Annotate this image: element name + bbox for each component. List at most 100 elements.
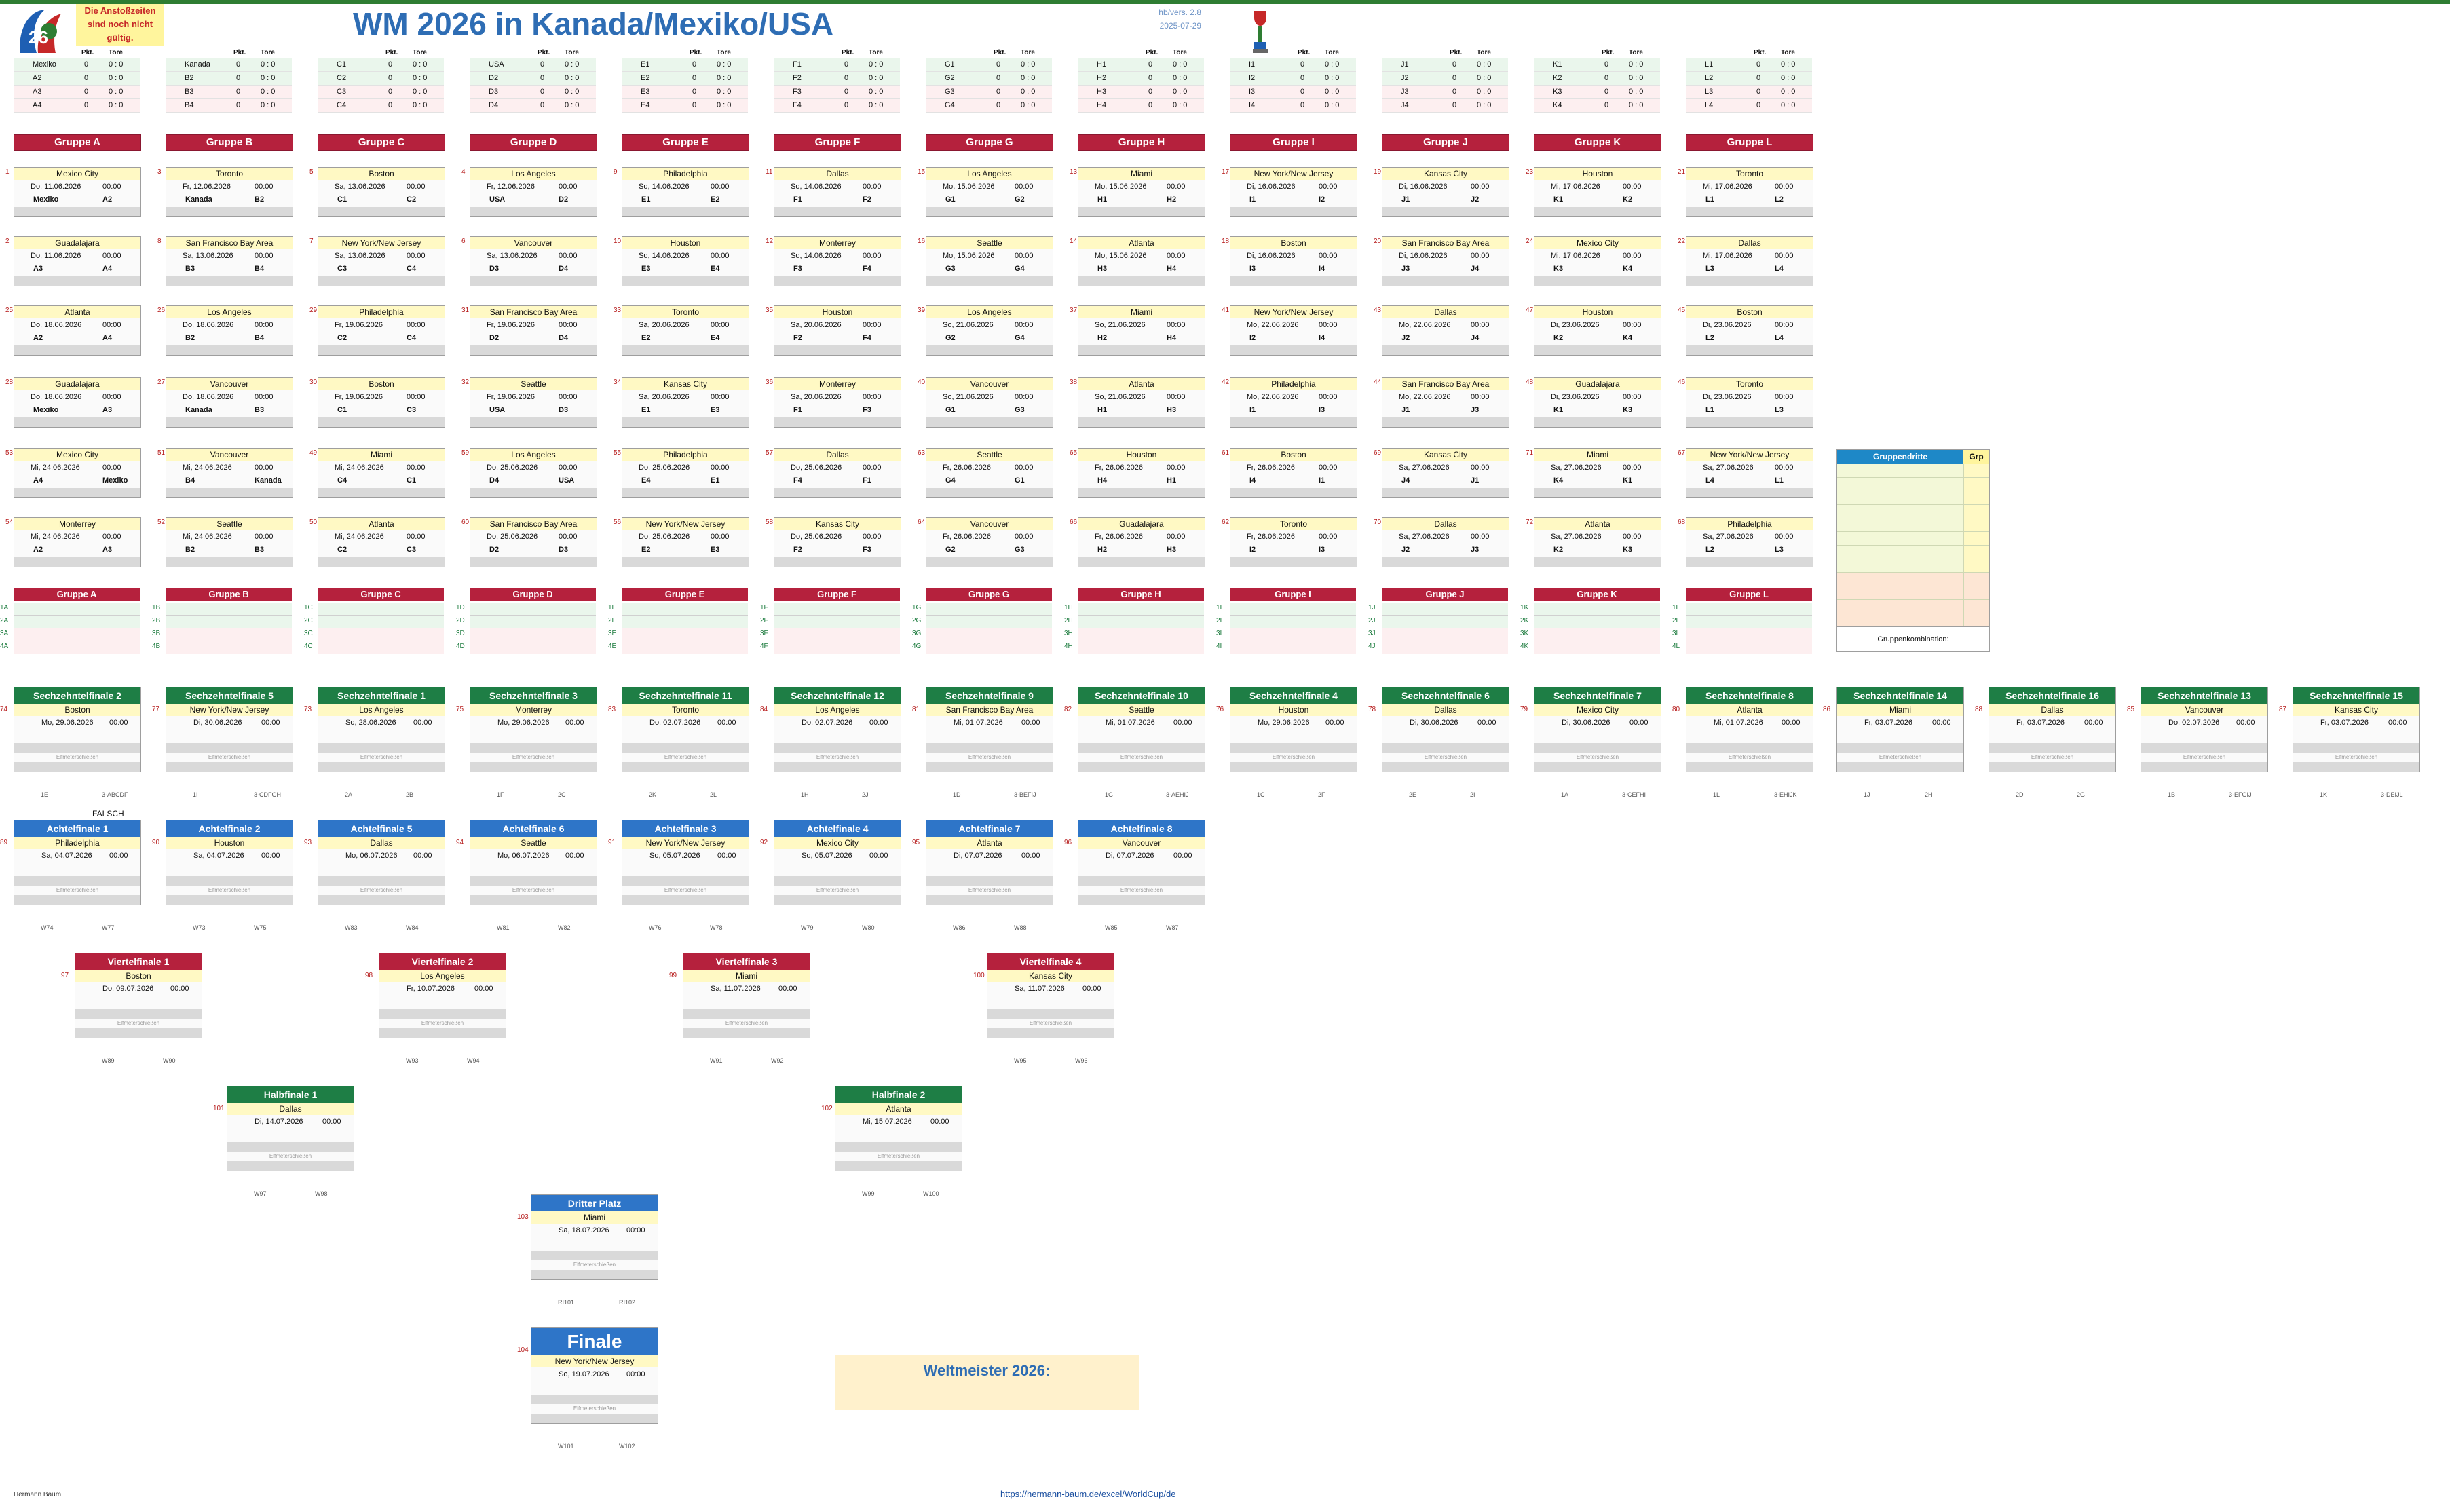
score-input-bar[interactable] [1534,276,1661,286]
score-input-bar[interactable] [470,557,597,567]
group-tab[interactable]: Gruppe C [318,134,445,151]
group-tab[interactable]: Gruppe B [166,134,293,151]
score-input-bar[interactable] [1686,743,1813,753]
score-input-bar[interactable] [166,488,293,497]
score-input-bar[interactable] [622,207,749,216]
penalty-input-bar[interactable] [318,895,445,905]
website-link[interactable]: https://hermann-baum.de/excel/WorldCup/d… [1000,1489,1176,1499]
score-input-bar[interactable] [1837,743,1963,753]
score-input-bar[interactable] [470,876,597,886]
penalty-input-bar[interactable] [14,762,140,772]
score-input-bar[interactable] [318,488,445,497]
score-input-bar[interactable] [926,876,1053,886]
score-input-bar[interactable] [926,345,1053,355]
penalty-input-bar[interactable] [166,895,293,905]
penalty-input-bar[interactable] [318,762,445,772]
score-input-bar[interactable] [926,207,1053,216]
score-input-bar[interactable] [1230,417,1357,427]
score-input-bar[interactable] [1989,743,2115,753]
penalty-input-bar[interactable] [470,895,597,905]
score-input-bar[interactable] [774,417,901,427]
score-input-bar[interactable] [1534,207,1661,216]
score-input-bar[interactable] [774,876,901,886]
score-input-bar[interactable] [774,207,901,216]
score-input-bar[interactable] [1382,276,1509,286]
score-input-bar[interactable] [166,207,293,216]
group-tab[interactable]: Gruppe K [1534,134,1661,151]
penalty-input-bar[interactable] [1534,762,1661,772]
score-input-bar[interactable] [318,743,445,753]
score-input-bar[interactable] [1230,743,1357,753]
penalty-input-bar[interactable] [987,1028,1114,1038]
score-input-bar[interactable] [622,557,749,567]
score-input-bar[interactable] [1382,207,1509,216]
score-input-bar[interactable] [1230,276,1357,286]
score-input-bar[interactable] [622,417,749,427]
penalty-input-bar[interactable] [531,1270,658,1279]
score-input-bar[interactable] [1534,557,1661,567]
score-input-bar[interactable] [2141,743,2267,753]
score-input-bar[interactable] [774,488,901,497]
score-input-bar[interactable] [774,557,901,567]
score-input-bar[interactable] [2293,743,2419,753]
score-input-bar[interactable] [1534,743,1661,753]
score-input-bar[interactable] [318,417,445,427]
score-input-bar[interactable] [470,207,597,216]
score-input-bar[interactable] [926,743,1053,753]
score-input-bar[interactable] [318,557,445,567]
penalty-input-bar[interactable] [1382,762,1509,772]
penalty-input-bar[interactable] [2141,762,2267,772]
penalty-input-bar[interactable] [1686,762,1813,772]
group-tab[interactable]: Gruppe J [1382,134,1509,151]
penalty-input-bar[interactable] [1989,762,2115,772]
penalty-input-bar[interactable] [166,762,293,772]
group-tab[interactable]: Gruppe E [622,134,749,151]
penalty-input-bar[interactable] [926,895,1053,905]
score-input-bar[interactable] [14,488,140,497]
score-input-bar[interactable] [1230,557,1357,567]
score-input-bar[interactable] [166,557,293,567]
score-input-bar[interactable] [1078,345,1205,355]
score-input-bar[interactable] [1230,207,1357,216]
score-input-bar[interactable] [318,207,445,216]
score-input-bar[interactable] [1534,417,1661,427]
score-input-bar[interactable] [318,276,445,286]
score-input-bar[interactable] [774,743,901,753]
score-input-bar[interactable] [14,743,140,753]
penalty-input-bar[interactable] [1230,762,1357,772]
score-input-bar[interactable] [166,743,293,753]
score-input-bar[interactable] [470,345,597,355]
score-input-bar[interactable] [926,488,1053,497]
penalty-input-bar[interactable] [470,762,597,772]
score-input-bar[interactable] [1078,276,1205,286]
score-input-bar[interactable] [14,345,140,355]
score-input-bar[interactable] [166,276,293,286]
score-input-bar[interactable] [1078,743,1205,753]
score-input-bar[interactable] [318,345,445,355]
score-input-bar[interactable] [1686,557,1813,567]
score-input-bar[interactable] [1686,417,1813,427]
penalty-input-bar[interactable] [379,1028,506,1038]
penalty-input-bar[interactable] [774,895,901,905]
score-input-bar[interactable] [1382,417,1509,427]
penalty-input-bar[interactable] [1078,762,1205,772]
score-input-bar[interactable] [683,1009,810,1019]
score-input-bar[interactable] [987,1009,1114,1019]
score-input-bar[interactable] [14,876,140,886]
group-tab[interactable]: Gruppe H [1078,134,1205,151]
score-input-bar[interactable] [531,1395,658,1404]
score-input-bar[interactable] [75,1009,202,1019]
score-input-bar[interactable] [926,417,1053,427]
score-input-bar[interactable] [1078,207,1205,216]
group-tab[interactable]: Gruppe I [1230,134,1357,151]
score-input-bar[interactable] [166,876,293,886]
score-input-bar[interactable] [14,417,140,427]
score-input-bar[interactable] [926,276,1053,286]
score-input-bar[interactable] [1686,276,1813,286]
penalty-input-bar[interactable] [835,1161,962,1171]
penalty-input-bar[interactable] [1078,895,1205,905]
penalty-input-bar[interactable] [227,1161,354,1171]
score-input-bar[interactable] [470,417,597,427]
score-input-bar[interactable] [318,876,445,886]
score-input-bar[interactable] [1230,345,1357,355]
